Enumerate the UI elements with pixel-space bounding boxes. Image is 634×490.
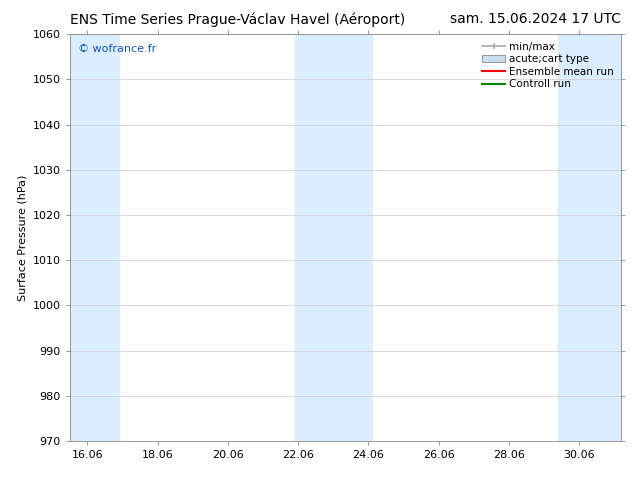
Legend: min/max, acute;cart type, Ensemble mean run, Controll run: min/max, acute;cart type, Ensemble mean … bbox=[480, 40, 616, 92]
Text: ENS Time Series Prague-Václav Havel (Aéroport): ENS Time Series Prague-Václav Havel (Aér… bbox=[70, 12, 405, 27]
Bar bbox=[70, 34, 119, 441]
Text: sam. 15.06.2024 17 UTC: sam. 15.06.2024 17 UTC bbox=[450, 12, 621, 26]
Bar bbox=[558, 34, 621, 441]
Y-axis label: Surface Pressure (hPa): Surface Pressure (hPa) bbox=[17, 174, 27, 301]
Bar bbox=[295, 34, 372, 441]
Text: © wofrance.fr: © wofrance.fr bbox=[78, 45, 156, 54]
